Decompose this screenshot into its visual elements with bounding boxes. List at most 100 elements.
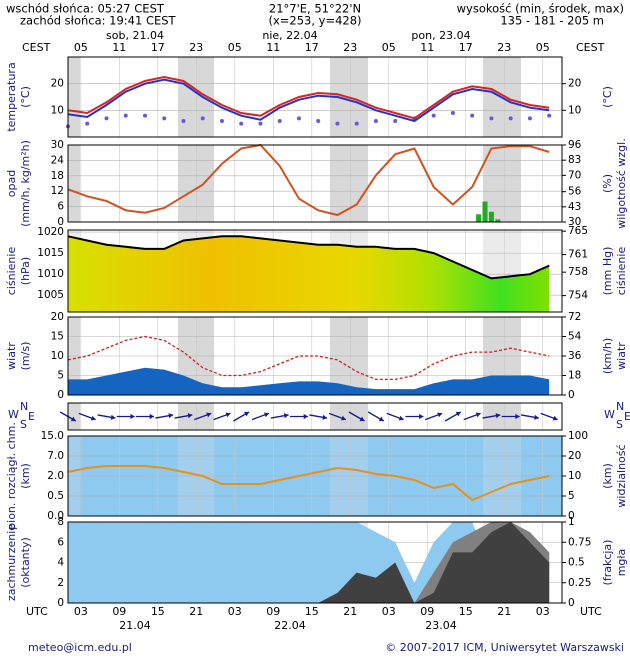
- dew-dot: [123, 113, 128, 118]
- arrow-head: [225, 412, 231, 418]
- wind-arrow: [367, 411, 385, 422]
- y2-tick-label: 1: [568, 516, 575, 528]
- y-tick-label: 15: [51, 331, 64, 343]
- bottom-time-label: 21: [343, 605, 357, 618]
- wind-arrow: [194, 412, 212, 421]
- y2-tick-label: 758: [568, 266, 588, 278]
- y2-tick-label: 5: [568, 490, 575, 502]
- arrow-head: [303, 413, 308, 420]
- arrow-head: [495, 413, 501, 419]
- y-tick-label: 4: [57, 557, 64, 569]
- wind-arrow: [520, 414, 539, 420]
- arrow-head: [398, 415, 404, 421]
- top-time-label: 05: [536, 41, 550, 54]
- series-line: [67, 465, 550, 502]
- top-time-label: 23: [189, 41, 203, 54]
- bottom-time-label: 21: [497, 605, 511, 618]
- y2-tick-label: 0: [568, 510, 575, 522]
- wind-arrow: [270, 413, 289, 419]
- y-axis-label: zachmurzenie: [5, 524, 18, 601]
- wind-arrow: [328, 412, 347, 421]
- arrow-head: [515, 413, 520, 420]
- arrow-head: [455, 411, 461, 417]
- y2-tick-label: 96: [568, 139, 582, 151]
- y-tick-label: 24: [51, 154, 65, 166]
- copyright: © 2007-2017 ICM, Uniwersytet Warszawski: [385, 641, 624, 654]
- y2-axis-label: (%): [601, 174, 614, 193]
- wind-arrow: [174, 413, 193, 419]
- panel-frame: [67, 521, 563, 604]
- compass-label: W: [8, 408, 19, 421]
- series-line: [67, 75, 550, 120]
- arrow-head: [419, 413, 424, 420]
- night-band: [68, 145, 80, 222]
- y-tick-label: 0: [57, 216, 64, 228]
- y-tick-label: 0.0: [47, 510, 64, 522]
- wind-arrow: [233, 411, 250, 422]
- y-tick-label: 5: [57, 370, 64, 382]
- top-time-label: 11: [112, 41, 126, 54]
- wind-arrow: [78, 412, 96, 421]
- top-time-label: 17: [305, 41, 319, 54]
- wind-arrow: [97, 414, 116, 420]
- y2-tick-label: 0.5: [568, 557, 585, 569]
- y-tick-label: 2: [57, 577, 64, 589]
- bottom-time-label: 09: [112, 605, 126, 618]
- y2-tick-label: 72: [568, 311, 581, 323]
- y-tick-label: 1020: [37, 226, 64, 238]
- y-tick-label: 6: [57, 536, 64, 548]
- y2-tick-label: 56: [568, 186, 582, 198]
- y-axis-label: ciśnienie: [5, 247, 18, 296]
- y2-tick-label: 36: [568, 350, 582, 362]
- day-label-top: sob, 21.04: [106, 29, 164, 42]
- y2-axis-label: wiatr: [615, 342, 628, 370]
- panel-frame: [67, 56, 563, 138]
- precip-bar: [488, 211, 494, 222]
- y-tick-label: 10: [51, 104, 64, 116]
- day-label-bottom: 23.04: [425, 619, 457, 632]
- dew-dot: [258, 121, 263, 126]
- night-band: [330, 145, 368, 222]
- top-time-label: 17: [151, 41, 165, 54]
- series-area: [68, 522, 550, 603]
- night-band: [483, 145, 521, 222]
- dew-dot: [470, 113, 475, 118]
- arrow-head: [130, 413, 135, 420]
- y2-tick-label: 30: [568, 216, 581, 228]
- bottom-time-label: 15: [459, 605, 473, 618]
- y-axis-label: opad: [5, 170, 18, 197]
- bottom-time-label: 15: [305, 605, 319, 618]
- y-tick-label: 0: [57, 597, 64, 609]
- y-tick-label: 10: [51, 350, 64, 362]
- compass-label: S: [20, 418, 27, 431]
- y2-tick-label: 754: [568, 290, 588, 302]
- precip-bar: [495, 219, 501, 222]
- y2-axis-label: ciśnienie: [615, 247, 628, 296]
- top-time-label: 23: [497, 41, 511, 54]
- dew-dot: [508, 116, 513, 121]
- dew-dot: [316, 119, 321, 123]
- dew-dot: [85, 121, 90, 126]
- y-tick-label: 1015: [37, 247, 64, 259]
- compass-label: N: [616, 400, 624, 413]
- compass-label: S: [616, 418, 623, 431]
- y2-axis-label: mgła: [615, 549, 628, 577]
- day-label-top: pon, 23.04: [411, 29, 470, 42]
- y2-tick-label: 0.75: [568, 536, 591, 548]
- wind-arrow: [309, 414, 328, 420]
- day-label-bottom: 22.04: [274, 619, 306, 632]
- precip-bar: [476, 214, 482, 222]
- y2-axis-label: widzialność: [615, 444, 628, 507]
- wind-arrow: [289, 413, 308, 420]
- y2-axis-label: wilgotność wzgl.: [615, 138, 628, 228]
- panel-frame: [67, 144, 563, 223]
- panel-frame: [67, 435, 563, 517]
- y-axis-label: temperatura: [5, 62, 18, 131]
- dew-dot: [181, 119, 186, 123]
- bottom-time-label: 03: [74, 605, 88, 618]
- dew-dot: [162, 116, 167, 121]
- zone-bottom: UTC: [26, 605, 48, 618]
- dew-dot: [373, 119, 378, 123]
- arrow-head: [437, 412, 443, 418]
- series-area: [68, 367, 550, 395]
